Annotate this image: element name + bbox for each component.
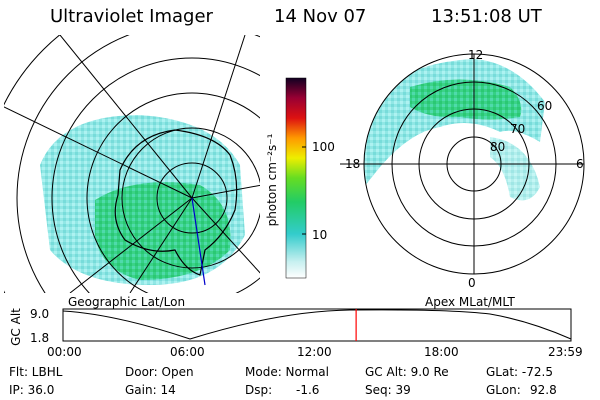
alt-xtick-0600: 06:00 bbox=[170, 345, 205, 359]
dsp-value: -1.6 bbox=[296, 383, 320, 397]
instrument-title: Ultraviolet Imager bbox=[50, 6, 213, 27]
mlt-label-12: 12 bbox=[468, 48, 484, 62]
dsp-info: Dsp: bbox=[245, 383, 273, 397]
alt-ytick-1-8: 1.8 bbox=[30, 331, 50, 345]
polar-plot bbox=[340, 53, 585, 275]
mlat-label-70: 70 bbox=[510, 122, 526, 136]
alt-xtick-1800: 18:00 bbox=[424, 345, 459, 359]
colorbar-tick-100: 100 bbox=[312, 140, 335, 154]
geographic-map bbox=[4, 35, 260, 293]
time-label: 13:51:08 UT bbox=[431, 6, 542, 27]
mode-info: Mode: Normal bbox=[245, 365, 329, 379]
gain-info: Gain: 14 bbox=[125, 383, 176, 397]
alt-ytick-9: 9.0 bbox=[30, 307, 50, 321]
polar-caption: Apex MLat/MLT bbox=[425, 295, 515, 309]
mlt-label-0: 0 bbox=[468, 276, 476, 290]
alt-xtick-2359: 23:59 bbox=[548, 345, 583, 359]
filter-info: Flt: LBHL bbox=[9, 365, 63, 379]
geo-map-caption: Geographic Lat/Lon bbox=[68, 295, 186, 309]
date-label: 14 Nov 07 bbox=[274, 6, 367, 27]
mlt-label-6: 6 bbox=[576, 157, 584, 171]
glon-info: GLon: bbox=[486, 383, 521, 397]
mlat-label-60: 60 bbox=[537, 99, 553, 113]
colorbar-label: photon cm⁻²s⁻¹ bbox=[265, 133, 279, 226]
glat-info: GLat: -72.5 bbox=[486, 365, 553, 379]
mlt-label-18: 18 bbox=[345, 157, 361, 171]
colorbar: photon cm⁻²s⁻¹ bbox=[265, 77, 307, 279]
ip-info: IP: 36.0 bbox=[9, 383, 55, 397]
altitude-plot bbox=[62, 308, 572, 342]
alt-xtick-1200: 12:00 bbox=[297, 345, 332, 359]
alt-plot-ylabel: GC Alt bbox=[9, 308, 23, 346]
mlat-label-80: 80 bbox=[490, 140, 506, 154]
glon-value: 92.8 bbox=[530, 383, 557, 397]
alt-xtick-0000: 00:00 bbox=[47, 345, 82, 359]
gc-alt-info: GC Alt: 9.0 Re bbox=[365, 365, 449, 379]
colorbar-tick-10: 10 bbox=[312, 228, 328, 242]
door-info: Door: Open bbox=[125, 365, 194, 379]
seq-info: Seq: 39 bbox=[365, 383, 411, 397]
